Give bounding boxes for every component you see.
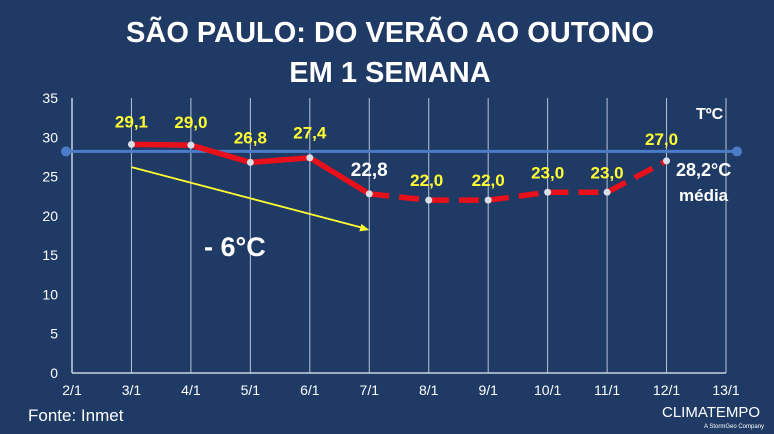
- data-point-9/1: [484, 196, 492, 204]
- data-point-6/1: [306, 154, 314, 162]
- y-tick-label-35: 35: [42, 90, 58, 106]
- chart-title-line2: EM 1 SEMANA: [289, 57, 490, 89]
- x-tick-label-8/1: 8/1: [419, 382, 439, 398]
- average-label: 28,2°C: [676, 160, 731, 180]
- data-label-4/1: 29,0: [174, 113, 207, 132]
- y-tick-label-15: 15: [42, 247, 58, 263]
- x-tick-label-2/1: 2/1: [62, 382, 82, 398]
- axes: 2/1 3/1 4/1 5/1 6/1 7/1 8/1 9/1 10/1 11/1 12/1 13/1…: [42, 90, 739, 398]
- arrow-annotation-head: [359, 223, 370, 232]
- average-line-start-marker: [61, 146, 71, 157]
- data-point-11/1: [603, 188, 611, 196]
- x-tick-label-13/1: 13/1: [712, 382, 739, 398]
- arrow-annotation-label: - 6°C: [204, 232, 266, 262]
- data-point-4/1: [187, 141, 195, 149]
- x-tick-label-3/1: 3/1: [122, 382, 142, 398]
- series-group: [127, 140, 671, 204]
- y-tick-label-5: 5: [50, 326, 58, 342]
- data-label-12/1: 27,0: [645, 130, 678, 149]
- x-tick-label-7/1: 7/1: [360, 382, 380, 398]
- average-sublabel: média: [679, 186, 729, 205]
- brand-logo-text: CLIMATEMPO: [662, 404, 760, 421]
- x-tick-label-5/1: 5/1: [241, 382, 261, 398]
- unit-label: TºC: [696, 106, 724, 123]
- x-tick-label-11/1: 11/1: [594, 382, 620, 398]
- average-line-group: [61, 146, 742, 157]
- arrow-annotation-line: [131, 166, 364, 229]
- data-labels: 29,1 29,0 26,8 27,4 22,8 22,0 22,0 23,0 23,0 27,0: [115, 112, 678, 190]
- data-label-11/1: 23,0: [591, 163, 624, 182]
- data-point-5/1: [246, 158, 254, 166]
- x-tick-label-6/1: 6/1: [300, 382, 320, 398]
- y-tick-label-25: 25: [42, 169, 58, 185]
- arrow-annotation-group: [131, 166, 370, 232]
- source-text: Fonte: Inmet: [28, 406, 124, 425]
- data-point-7/1: [365, 190, 373, 198]
- series-line-dashed: [368, 158, 668, 203]
- y-tick-label-30: 30: [42, 129, 58, 145]
- y-tick-label-10: 10: [42, 286, 58, 302]
- data-label-10/1: 23,0: [531, 163, 564, 182]
- data-point-10/1: [544, 188, 552, 196]
- data-label-6/1: 27,4: [293, 124, 327, 143]
- x-tick-label-10/1: 10/1: [534, 382, 561, 398]
- x-tick-label-9/1: 9/1: [478, 382, 498, 398]
- data-point-8/1: [425, 196, 433, 204]
- brand-tagline: A StormGeo Company: [704, 424, 764, 430]
- data-label-7/1: 22,8: [351, 160, 388, 181]
- x-tick-label-12/1: 12/1: [653, 382, 680, 398]
- average-line-end-marker: [732, 146, 742, 157]
- data-label-5/1: 26,8: [234, 128, 267, 147]
- y-tick-label-0: 0: [50, 365, 58, 381]
- data-label-8/1: 22,0: [410, 171, 443, 190]
- chart-title-line1: SÃO PAULO: DO VERÃO AO OUTONO: [126, 15, 654, 49]
- data-point-12/1: [663, 157, 671, 165]
- x-tick-label-4/1: 4/1: [181, 382, 201, 398]
- y-tick-label-20: 20: [42, 208, 58, 224]
- data-point-3/1: [127, 140, 135, 148]
- data-label-3/1: 29,1: [115, 112, 148, 131]
- data-label-9/1: 22,0: [472, 171, 505, 190]
